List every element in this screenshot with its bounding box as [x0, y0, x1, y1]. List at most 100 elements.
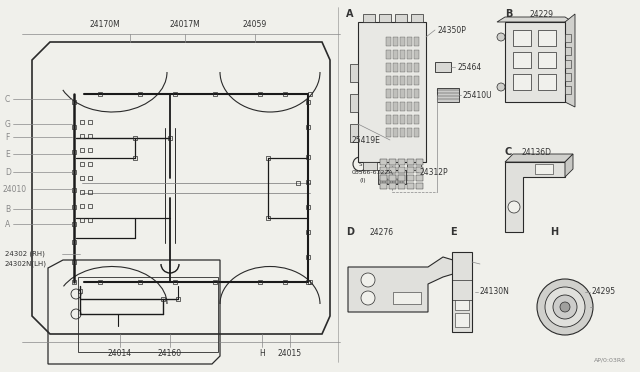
Bar [389, 175, 396, 181]
Bar [407, 76, 412, 85]
Bar [350, 124, 358, 142]
Bar [400, 89, 405, 98]
Bar [407, 183, 414, 189]
Bar [395, 14, 407, 22]
Bar [407, 162, 421, 170]
Bar [80, 204, 84, 208]
Text: (I): (I) [360, 177, 367, 183]
Text: B: B [5, 205, 10, 214]
Polygon shape [505, 154, 573, 162]
Circle shape [508, 201, 520, 213]
Bar [400, 102, 405, 111]
Text: A: A [5, 219, 10, 228]
Bar [386, 50, 391, 59]
Bar [390, 179, 393, 184]
Bar [386, 89, 391, 98]
Bar [138, 280, 142, 284]
Polygon shape [497, 17, 573, 22]
Bar [414, 63, 419, 72]
Bar [416, 159, 423, 165]
Bar [407, 175, 414, 181]
Bar [283, 280, 287, 284]
Bar [395, 179, 398, 184]
Circle shape [364, 33, 382, 51]
Bar [386, 128, 391, 137]
Text: 24160: 24160 [158, 350, 182, 359]
Bar [72, 240, 76, 244]
Text: 25464: 25464 [458, 62, 483, 71]
Text: S: S [358, 161, 362, 167]
Bar [414, 89, 419, 98]
Bar [380, 183, 387, 189]
Text: 24136D: 24136D [522, 148, 552, 157]
Text: 24017M: 24017M [170, 19, 200, 29]
Circle shape [385, 34, 401, 50]
Bar [538, 74, 556, 90]
Text: 25419E: 25419E [352, 135, 381, 144]
Bar [407, 63, 412, 72]
Circle shape [553, 295, 577, 319]
Bar [161, 297, 165, 301]
Text: 25410U: 25410U [463, 90, 493, 99]
Bar [306, 155, 310, 159]
Circle shape [361, 291, 375, 305]
Text: D: D [346, 227, 354, 237]
Bar [258, 92, 262, 96]
Circle shape [560, 302, 570, 312]
Bar [393, 76, 398, 85]
Bar [138, 92, 142, 96]
Bar [88, 120, 92, 124]
Text: 24014: 24014 [108, 350, 132, 359]
Bar [437, 88, 459, 102]
Bar [306, 125, 310, 129]
Text: C: C [505, 147, 512, 157]
Bar [407, 37, 412, 46]
Bar [380, 159, 387, 165]
Bar [411, 14, 423, 22]
Bar [88, 176, 92, 180]
Bar [363, 14, 375, 22]
Bar [283, 92, 287, 96]
Text: 24302 (RH): 24302 (RH) [5, 251, 45, 257]
Bar [78, 277, 218, 352]
Text: E: E [5, 150, 10, 158]
Bar [88, 190, 92, 194]
Text: C: C [5, 94, 10, 103]
Bar [538, 52, 556, 68]
Bar [308, 280, 312, 284]
Bar [385, 162, 399, 170]
Bar [363, 162, 377, 170]
Text: A: A [346, 9, 353, 19]
Bar [173, 280, 177, 284]
Bar [72, 125, 76, 129]
Bar [98, 280, 102, 284]
Circle shape [364, 61, 376, 73]
Bar [379, 14, 391, 22]
Text: G: G [5, 119, 11, 128]
Bar [380, 167, 387, 173]
Bar [414, 115, 419, 124]
Polygon shape [391, 135, 407, 145]
Text: 24229: 24229 [530, 10, 554, 19]
Text: 24350P: 24350P [438, 26, 467, 35]
Bar [400, 128, 405, 137]
Bar [386, 37, 391, 46]
Bar [416, 183, 423, 189]
Bar [380, 179, 383, 184]
Circle shape [545, 287, 585, 327]
Text: 24276: 24276 [370, 228, 394, 237]
Bar [407, 167, 414, 173]
Bar [80, 162, 84, 166]
Bar [72, 222, 76, 226]
Text: 24015: 24015 [278, 350, 302, 359]
Bar [386, 115, 391, 124]
Text: 24059: 24059 [243, 19, 267, 29]
Bar [398, 183, 405, 189]
Circle shape [537, 279, 593, 335]
Bar [565, 73, 571, 81]
Bar [407, 115, 412, 124]
Text: D: D [5, 167, 11, 176]
Bar [565, 34, 571, 42]
Bar [393, 128, 398, 137]
Bar [389, 159, 396, 165]
